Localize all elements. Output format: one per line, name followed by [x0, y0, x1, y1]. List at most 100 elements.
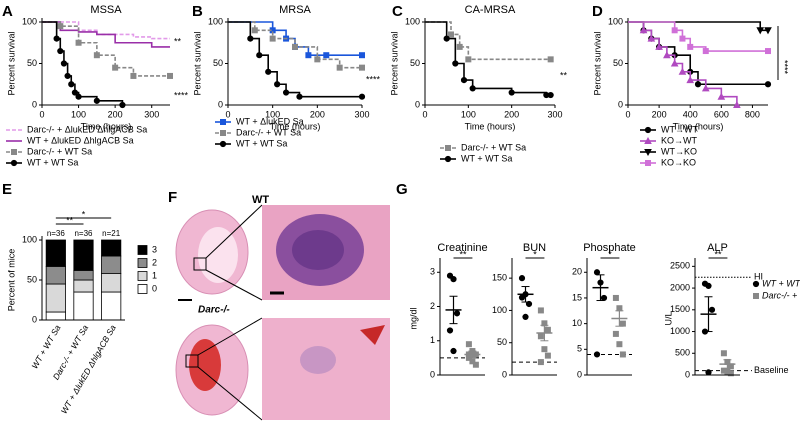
marker	[75, 93, 82, 100]
panel-letter: B	[192, 3, 203, 20]
x-axis-label: Time (hours)	[81, 121, 132, 131]
marker	[616, 341, 623, 348]
legend-marker	[219, 140, 227, 148]
reference-label: Baseline	[754, 365, 789, 375]
panel-letter: G	[396, 181, 408, 198]
marker	[75, 39, 82, 46]
bar-segment	[73, 269, 94, 281]
x-tick-label: 200	[652, 109, 667, 119]
x-tick-label: 200	[108, 109, 123, 119]
marker	[544, 326, 551, 333]
x-tick-label: 100	[461, 109, 476, 119]
marker	[765, 48, 771, 55]
x-tick-label: 100	[71, 109, 86, 119]
heart-section	[198, 227, 238, 283]
zoom-box	[193, 257, 207, 271]
panel-letter: D	[592, 3, 603, 20]
marker	[314, 56, 321, 63]
marker	[112, 64, 119, 71]
marker	[705, 282, 712, 290]
survival-curve	[42, 21, 124, 105]
bar-segment	[101, 273, 122, 293]
y-tick-label: 1500	[670, 304, 690, 314]
marker	[518, 275, 526, 282]
y-tick-label: 0	[577, 369, 582, 379]
panel-letter: A	[2, 3, 13, 20]
n-label: n=36	[47, 229, 66, 238]
marker	[119, 101, 126, 109]
chart-title: Phosphate	[583, 242, 636, 254]
x-tick-label: 300	[547, 109, 562, 119]
y-tick-label: 2500	[670, 261, 690, 271]
marker	[705, 369, 712, 376]
legend-label: WT→KO	[661, 146, 697, 156]
y-axis-label: Percent survival	[6, 31, 16, 95]
hemorrhage	[189, 339, 221, 391]
n-label: n=21	[102, 229, 121, 238]
survival-curve	[425, 21, 551, 61]
marker	[472, 361, 479, 368]
marker	[727, 370, 734, 377]
histology-label: WT	[252, 194, 269, 206]
y-tick-label: 2000	[670, 282, 690, 292]
y-tick-label: 100	[492, 305, 507, 315]
marker	[269, 35, 276, 42]
legend-label: 0	[152, 283, 157, 293]
marker	[71, 89, 79, 96]
x-tick-label: 0	[225, 109, 230, 119]
panel-letter: C	[392, 3, 403, 20]
n-label: n=36	[74, 229, 93, 238]
legend-label: 3	[152, 244, 157, 254]
significance: ****	[174, 90, 189, 100]
marker	[687, 43, 694, 50]
marker	[701, 84, 710, 92]
histology-panel: F WT Darc-/-	[168, 189, 390, 421]
bar-segment	[45, 265, 66, 285]
significance: ****	[780, 60, 790, 75]
y-tick-label: 0	[618, 99, 623, 109]
marker	[359, 52, 365, 59]
marker	[544, 352, 551, 359]
y-tick-label: 100	[22, 234, 37, 244]
marker	[452, 60, 459, 67]
marker	[57, 23, 64, 30]
x-tick-label: 0	[625, 109, 630, 119]
y-tick-label: 5	[577, 344, 582, 354]
x-tick-label: 0	[422, 109, 427, 119]
marker	[167, 72, 173, 79]
legend-label: Darc-/- + WT Sa	[461, 142, 526, 152]
marker	[130, 72, 137, 79]
y-tick-label: 15	[572, 292, 582, 302]
legend-marker	[753, 293, 759, 299]
legend-marker	[220, 130, 226, 136]
panel-letter: E	[2, 181, 12, 198]
legend-swatch	[137, 258, 148, 268]
bar-segment	[73, 239, 94, 271]
y-tick-label: 150	[492, 273, 507, 283]
survival-curve	[628, 21, 768, 52]
marker	[358, 93, 366, 100]
legend-swatch	[137, 245, 148, 255]
y-tick-label: 20	[572, 267, 582, 277]
legend-marker	[445, 145, 451, 151]
marker	[708, 306, 716, 313]
zoom-line	[205, 204, 263, 259]
y-axis-label: mg/dl	[408, 307, 418, 329]
legend-marker	[220, 119, 226, 125]
marker	[639, 26, 648, 34]
marker	[694, 81, 702, 88]
legend-label: WT→WT	[661, 124, 698, 134]
marker	[323, 52, 330, 59]
y-tick-label: 50	[497, 337, 507, 347]
bar-segment	[73, 279, 94, 293]
lesion	[292, 230, 344, 270]
legend-label: WT + ΔlukED Sa	[236, 116, 304, 126]
marker	[702, 48, 709, 55]
y-tick-label: 3	[430, 267, 435, 277]
zoom-line	[205, 269, 263, 301]
marker	[686, 76, 695, 84]
marker	[679, 35, 686, 42]
marker	[446, 327, 454, 334]
marker	[764, 81, 772, 88]
legend-swatch	[137, 271, 148, 281]
